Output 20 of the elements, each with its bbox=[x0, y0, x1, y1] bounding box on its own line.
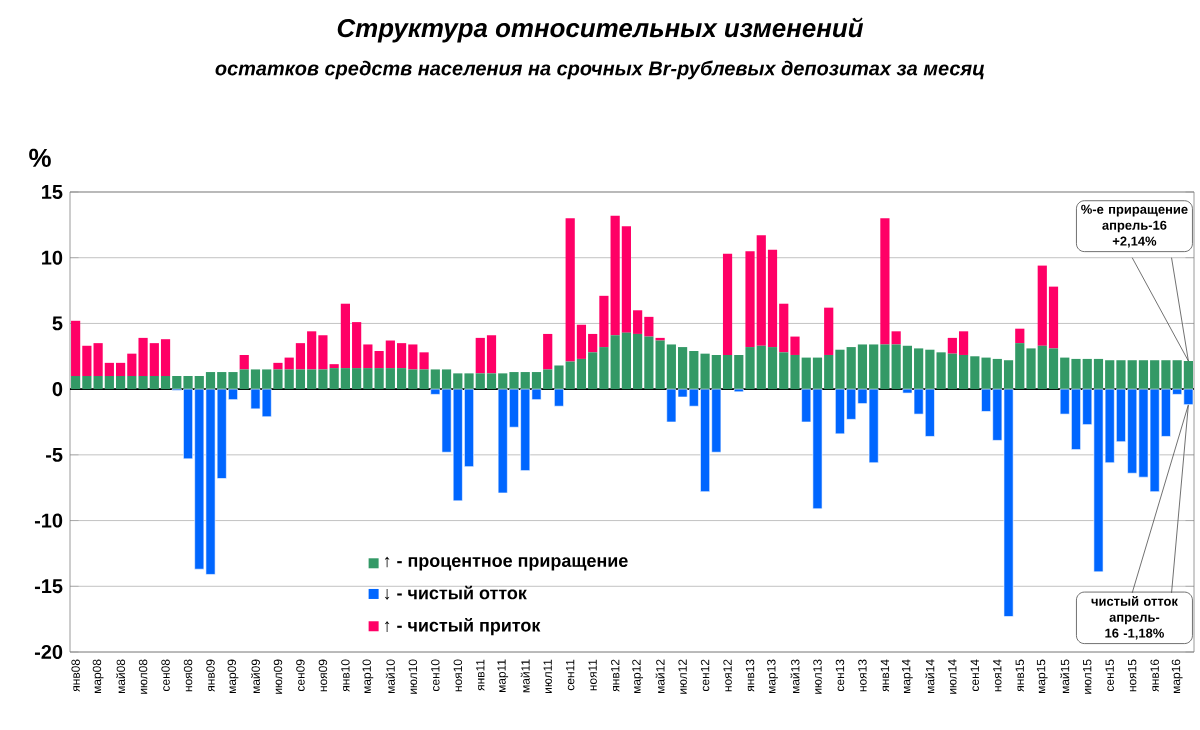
bar bbox=[554, 388, 564, 407]
y-tick-label: 10 bbox=[42, 250, 63, 265]
y-tick-label: 0 bbox=[52, 382, 63, 397]
y-tick-label: -5 bbox=[46, 447, 63, 462]
chart-subtitle: остатков средств населения на срочных Br-рублевых депозитах за месяц bbox=[215, 60, 985, 80]
legend-label: ↑ - чистый приток bbox=[384, 618, 541, 636]
y-tick-label: -10 bbox=[34, 513, 63, 528]
bar bbox=[543, 333, 553, 370]
bar bbox=[722, 253, 733, 355]
y-tick-label: -20 bbox=[34, 644, 63, 660]
bar bbox=[1015, 328, 1025, 344]
legend-label: ↓ - чистый отток bbox=[384, 585, 527, 600]
y-tick-label: 5 bbox=[52, 316, 63, 331]
legend-label: ↑ - процентное приращение bbox=[384, 556, 628, 571]
bar bbox=[239, 354, 249, 370]
y-tick-label: -15 bbox=[34, 579, 63, 594]
y-axis-title: % bbox=[29, 148, 51, 167]
y-tick-label: 15 bbox=[42, 185, 63, 199]
chart-title: Структура относительных изменений bbox=[337, 17, 864, 43]
bar bbox=[824, 307, 834, 355]
